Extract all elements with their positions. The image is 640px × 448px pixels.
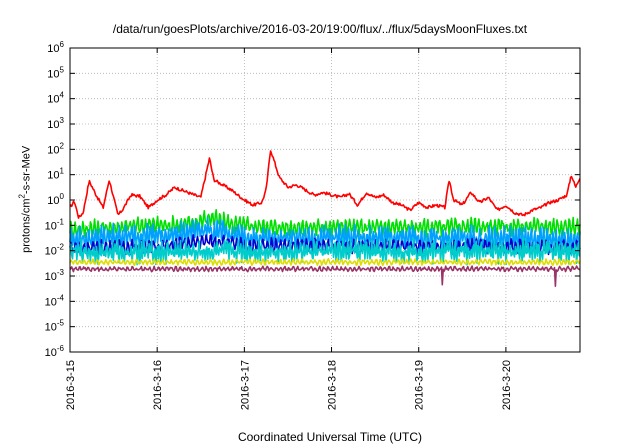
x-tick-label: 2016-3-17 [239,360,251,410]
y-tick-label: 10-2 [45,243,65,258]
y-tick-label: 101 [47,167,64,182]
y-tick-label: 104 [47,91,64,106]
y-tick-label: 10-1 [45,217,65,232]
x-ticks: 2016-3-15 2016-3-16 2016-3-17 2016-3-18 2016… [65,48,513,410]
x-tick-label: 2016-3-19 [414,360,426,410]
y-tick-label: 10-6 [45,344,65,359]
grid [69,48,580,352]
series-line [69,265,581,287]
y-ticks: 10-6 10-5 10-4 10-3 10-2 10-1 100 101 102 103 104 1… [45,40,580,359]
y-tick-label: 106 [47,40,64,55]
y-tick-label: 100 [47,192,64,207]
y-tick-label: 102 [47,141,64,156]
chart-title: /data/run/goesPlots/archive/2016-03-20/1… [112,22,528,36]
series-line [69,216,581,255]
y-axis-label-sup: 2 [17,194,27,199]
y-tick-label: 105 [47,65,64,80]
y-tick-label: 10-5 [45,319,65,334]
x-tick-label: 2016-3-20 [501,360,513,410]
x-tick-label: 2016-3-15 [65,360,77,410]
y-axis-label-suffix: -s-sr-MeV [20,145,33,195]
series-line [69,236,581,266]
x-axis-label: Coordinated Universal Time (UTC) [237,430,423,444]
y-tick-label: 10-3 [45,268,65,283]
y-axis-label-prefix: protons/cm [20,198,33,253]
series-group [69,150,581,287]
series-line [69,258,581,267]
series-line [69,150,581,219]
x-tick-label: 2016-3-16 [152,360,164,410]
y-axis-label: protons/cm2-s-sr-MeV [18,119,33,279]
y-tick-label: 103 [47,116,64,131]
y-tick-label: 10-4 [45,293,65,308]
x-tick-label: 2016-3-18 [327,360,339,410]
